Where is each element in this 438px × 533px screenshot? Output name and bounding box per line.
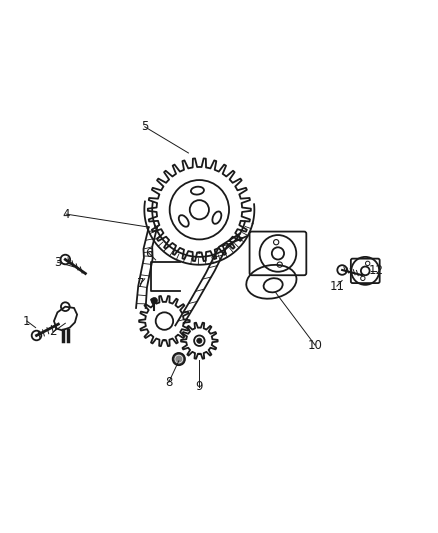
Text: 8: 8 bbox=[165, 376, 173, 389]
Circle shape bbox=[151, 297, 157, 304]
Ellipse shape bbox=[191, 187, 204, 195]
Text: 4: 4 bbox=[63, 208, 70, 221]
Text: 12: 12 bbox=[369, 264, 384, 277]
Circle shape bbox=[197, 338, 202, 343]
Text: 9: 9 bbox=[196, 380, 203, 393]
Text: 2: 2 bbox=[49, 326, 57, 338]
Circle shape bbox=[32, 330, 41, 340]
Ellipse shape bbox=[212, 212, 221, 224]
Text: 3: 3 bbox=[54, 256, 61, 269]
Text: 6: 6 bbox=[145, 247, 153, 260]
Text: 5: 5 bbox=[141, 120, 148, 133]
Ellipse shape bbox=[179, 215, 189, 227]
Text: 1: 1 bbox=[23, 314, 31, 328]
Text: 11: 11 bbox=[329, 280, 344, 293]
Text: 7: 7 bbox=[137, 278, 144, 290]
Circle shape bbox=[175, 355, 183, 363]
Circle shape bbox=[173, 353, 185, 365]
Circle shape bbox=[337, 265, 347, 275]
Circle shape bbox=[60, 255, 70, 264]
Text: 10: 10 bbox=[307, 338, 322, 352]
